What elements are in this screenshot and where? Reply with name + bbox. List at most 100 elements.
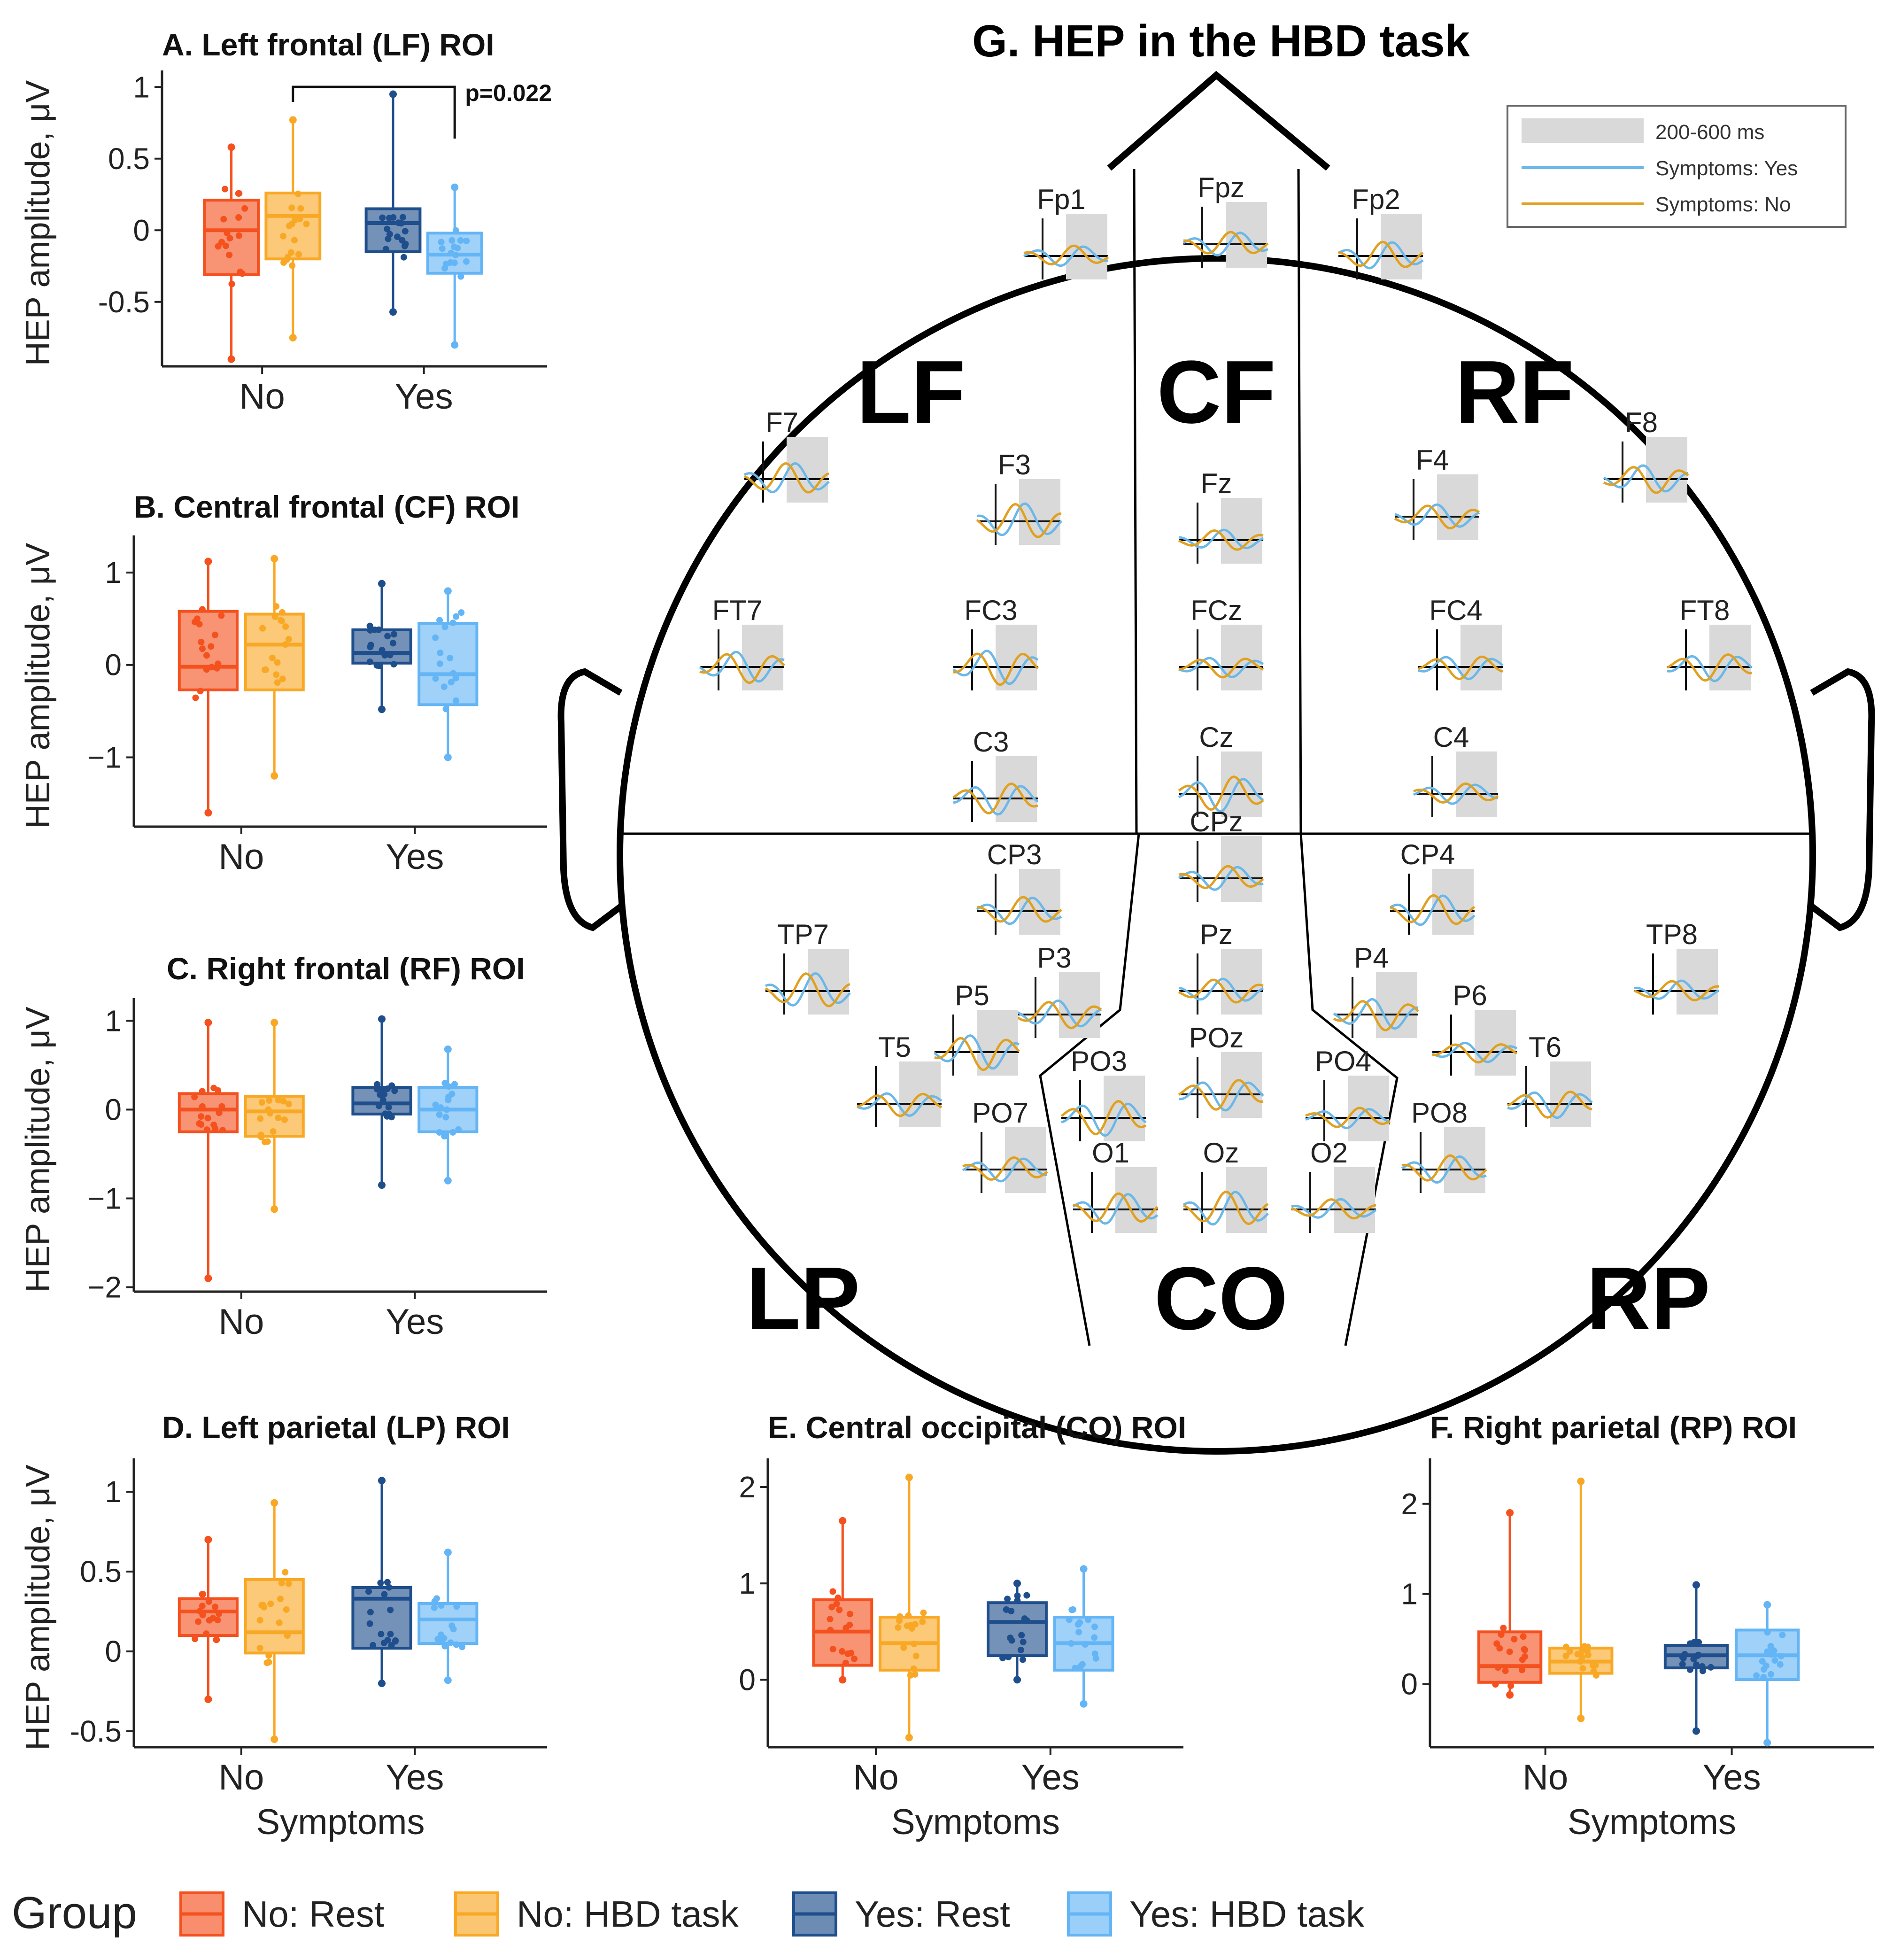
electrode-cpz: CPz — [1178, 806, 1264, 902]
data-point — [1080, 1565, 1088, 1573]
data-point — [384, 633, 391, 640]
electrode-tp7: TP7 — [765, 919, 851, 1015]
data-point — [1004, 1596, 1011, 1603]
panel-b: B. Central frontal (CF) ROI −1 0 1 No Yes HEP … — [19, 489, 547, 877]
trace-symptoms-no — [1634, 980, 1719, 1002]
data-point — [1699, 1663, 1706, 1670]
panel-title: E. Central occipital (CO) ROI — [768, 1410, 1186, 1445]
data-point — [1494, 1664, 1501, 1671]
data-point — [379, 1097, 386, 1104]
box-yes-hbd-task — [1735, 1601, 1800, 1747]
electrode-label: POz — [1189, 1022, 1244, 1054]
x-axis-label: Symptoms — [256, 1802, 425, 1842]
data-point — [285, 1100, 292, 1108]
electrode-label: FC3 — [964, 595, 1017, 626]
data-point — [390, 214, 397, 221]
data-point — [289, 262, 296, 269]
panel-title: F. Right parietal (RP) ROI — [1430, 1410, 1797, 1445]
electrode-p5: P5 — [934, 980, 1020, 1076]
box-yes-hbd-task — [417, 1549, 479, 1684]
box-iqr — [244, 612, 305, 691]
data-point — [1507, 1682, 1515, 1689]
y-tick-label: 0 — [105, 1092, 122, 1126]
data-point — [1068, 1606, 1075, 1613]
data-point — [846, 1621, 853, 1628]
data-point — [1562, 1652, 1569, 1659]
data-point — [436, 1111, 443, 1118]
data-point — [1680, 1655, 1687, 1662]
data-point — [1019, 1656, 1026, 1663]
trace-symptoms-yes — [1178, 528, 1264, 550]
electrode-fc3: FC3 — [952, 595, 1039, 690]
data-point — [282, 623, 289, 630]
data-point — [289, 116, 297, 124]
electrode-fcz: FCz — [1178, 595, 1264, 690]
y-tick-label: 0 — [105, 1635, 122, 1668]
data-point — [285, 636, 292, 643]
data-point — [453, 1603, 460, 1610]
data-point — [367, 1609, 374, 1616]
trace-symptoms-yes — [1507, 1091, 1593, 1119]
data-point — [450, 243, 457, 250]
box-iqr — [244, 1095, 305, 1138]
trace-symptoms-no — [857, 1092, 943, 1117]
trace-symptoms-yes — [1178, 866, 1264, 891]
data-point — [1082, 1641, 1089, 1648]
data-point — [379, 1086, 386, 1093]
data-point — [385, 235, 392, 242]
data-point — [375, 1102, 382, 1109]
y-tick-label: -0.5 — [70, 1714, 122, 1748]
data-point — [457, 273, 464, 280]
data-point — [439, 245, 446, 252]
trace-symptoms-no — [976, 503, 1062, 539]
box-yes-hbd-task — [426, 183, 483, 349]
data-point — [384, 1579, 391, 1586]
data-point — [437, 1104, 444, 1111]
data-point — [436, 1129, 443, 1136]
data-point — [257, 1132, 264, 1139]
y-tick-label: 0 — [739, 1663, 756, 1697]
electrode-label: F3 — [998, 449, 1031, 480]
data-point — [1763, 1601, 1771, 1609]
electrode-label: O1 — [1092, 1137, 1129, 1169]
data-point — [282, 1569, 289, 1576]
data-point — [432, 675, 439, 682]
data-point — [1768, 1671, 1775, 1678]
data-point — [235, 232, 242, 239]
data-point — [196, 1120, 203, 1127]
data-point — [1695, 1639, 1702, 1646]
data-point — [278, 1580, 285, 1587]
electrode-label: P3 — [1037, 942, 1071, 974]
data-point — [1498, 1631, 1505, 1638]
data-point — [280, 232, 287, 240]
electrode-po4: PO4 — [1305, 1046, 1391, 1141]
data-point — [1091, 1623, 1098, 1630]
electrode-label: PO8 — [1411, 1097, 1468, 1129]
data-point — [1511, 1635, 1518, 1642]
data-point — [288, 204, 295, 211]
data-point — [444, 1045, 452, 1053]
data-point — [1506, 1691, 1514, 1699]
electrode-label: Fp2 — [1352, 184, 1400, 215]
box-no-hbd-task — [1548, 1477, 1614, 1722]
x-tick-label: No — [853, 1758, 899, 1797]
trace-symptoms-no — [765, 972, 850, 1007]
data-point — [282, 641, 289, 648]
data-point — [377, 1091, 384, 1098]
box-yes-rest — [987, 1580, 1048, 1684]
data-point — [453, 1641, 460, 1648]
data-point — [378, 1015, 386, 1023]
data-point — [444, 587, 452, 595]
y-axis-label: HEP amplitude, μV — [19, 1464, 57, 1750]
trace-symptoms-yes — [1603, 464, 1689, 493]
data-point — [1007, 1635, 1014, 1642]
data-point — [1066, 1616, 1073, 1623]
trace-symptoms-no — [699, 653, 785, 684]
data-point — [386, 651, 394, 658]
data-point — [1076, 1619, 1083, 1626]
roi-label-lp: LP — [746, 1249, 860, 1348]
data-point — [450, 1626, 457, 1633]
data-point — [447, 655, 454, 662]
y-tick-label: 0 — [1401, 1667, 1418, 1701]
electrode-pz: Pz — [1178, 919, 1264, 1015]
